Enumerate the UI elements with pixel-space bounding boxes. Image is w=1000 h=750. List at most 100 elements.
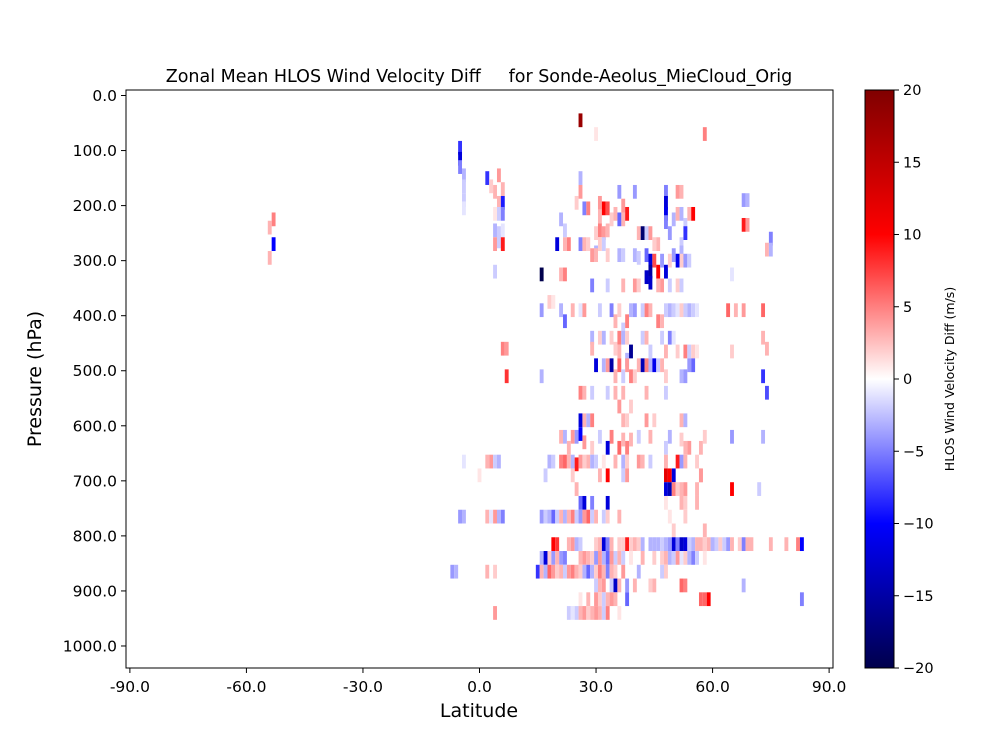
- heatmap-cell: [493, 454, 497, 469]
- heatmap-cell: [578, 413, 583, 428]
- heatmap-cell: [586, 201, 591, 216]
- heatmap-cell: [664, 495, 668, 510]
- heatmap-cell: [675, 278, 680, 293]
- heatmap-cell: [601, 537, 606, 552]
- heatmap-cell: [695, 303, 699, 318]
- heatmap-cell: [640, 226, 645, 240]
- heatmap-cell: [551, 454, 556, 469]
- heatmap-cell: [493, 564, 497, 579]
- colorbar-tick-label: 20: [903, 83, 921, 99]
- heatmap-cell: [691, 303, 696, 318]
- heatmap-cell: [454, 564, 459, 579]
- heatmap-cell: [547, 454, 552, 469]
- heatmap-cell: [730, 482, 734, 496]
- heatmap-cell: [617, 509, 622, 524]
- heatmap-cell: [563, 237, 567, 252]
- heatmap-cell: [601, 358, 606, 373]
- heatmap-cell: [664, 454, 668, 469]
- heatmap-cell: [695, 454, 699, 469]
- heatmap-cell: [687, 206, 692, 221]
- heatmap-cell: [640, 551, 645, 565]
- heatmap-cell: [667, 226, 672, 240]
- heatmap-cell: [582, 495, 587, 510]
- heatmap-cell: [574, 564, 579, 579]
- heatmap-cell: [730, 267, 734, 282]
- heatmap-cell: [675, 537, 680, 552]
- y-tick-label: 700.0: [73, 472, 117, 490]
- heatmap-cell: [687, 551, 692, 565]
- chart-title: Zonal Mean HLOS Wind Velocity Diff for S…: [166, 67, 793, 87]
- heatmap-cell: [671, 482, 676, 496]
- heatmap-cell: [656, 264, 661, 279]
- heatmap-cell: [768, 242, 773, 257]
- heatmap-cell: [462, 509, 466, 524]
- heatmap-cell: [644, 270, 649, 285]
- heatmap-cell: [667, 278, 672, 293]
- heatmap-cell: [632, 537, 637, 552]
- heatmap-cell: [683, 440, 688, 455]
- heatmap-cell: [609, 537, 614, 552]
- heatmap-cell: [566, 606, 571, 620]
- y-tick-label: 100.0: [73, 142, 117, 160]
- heatmap-cell: [559, 564, 564, 579]
- colorbar-tick-label: 5: [903, 300, 912, 316]
- heatmap-cell: [586, 237, 591, 252]
- heatmap-cell: [757, 482, 762, 496]
- heatmap-cell: [679, 551, 684, 565]
- heatmap-cell: [667, 303, 672, 318]
- heatmap-cell: [702, 551, 707, 565]
- heatmap-cell: [749, 537, 754, 552]
- heatmap-cell: [563, 267, 567, 282]
- heatmap-cell: [745, 193, 750, 207]
- heatmap-cell: [597, 429, 602, 444]
- heatmap-cell: [582, 435, 587, 450]
- heatmap-cell: [539, 564, 544, 579]
- heatmap-cell: [671, 303, 676, 318]
- heatmap-cell: [632, 278, 637, 293]
- heatmap-cell: [640, 454, 645, 469]
- heatmap-cell: [632, 369, 637, 384]
- heatmap-cell: [706, 537, 711, 552]
- colorbar-tick-label: 15: [903, 155, 921, 171]
- x-tick-label: -30.0: [343, 678, 383, 696]
- heatmap-cell: [679, 454, 684, 469]
- heatmap-cell: [605, 358, 610, 373]
- heatmap-cell: [664, 195, 668, 210]
- heatmap-cell: [563, 551, 567, 565]
- heatmap-cell: [664, 184, 668, 199]
- heatmap-cell: [702, 523, 707, 538]
- heatmap-cell: [559, 509, 564, 524]
- heatmap-cell: [675, 206, 680, 221]
- heatmap-cell: [559, 303, 564, 318]
- heatmap-cell: [574, 537, 579, 552]
- heatmap-cell: [566, 440, 571, 455]
- heatmap-cell: [656, 237, 661, 252]
- heatmap-cell: [644, 385, 649, 400]
- heatmap-cell: [578, 237, 583, 252]
- heatmap-cell: [621, 330, 626, 345]
- heatmap-cell: [683, 217, 688, 232]
- heatmap-cell: [679, 495, 684, 510]
- heatmap-cell: [613, 564, 618, 579]
- heatmap-cell: [636, 278, 641, 293]
- heatmap-cell: [609, 578, 614, 593]
- heatmap-cell: [271, 212, 276, 227]
- heatmap-cell: [597, 330, 602, 345]
- heatmap-cell: [555, 509, 560, 524]
- heatmap-cell: [601, 509, 606, 524]
- heatmap-cell: [613, 551, 618, 565]
- colorbar-tick-label: −10: [903, 517, 934, 533]
- heatmap-cell: [458, 509, 463, 524]
- heatmap-cell: [489, 179, 494, 194]
- heatmap-cell: [660, 537, 665, 552]
- heatmap-cell: [504, 341, 509, 356]
- heatmap-cell: [462, 179, 466, 194]
- heatmap-cell: [625, 537, 630, 552]
- heatmap-cell: [551, 537, 556, 552]
- heatmap-cell: [799, 592, 804, 607]
- heatmap-cell: [683, 253, 688, 268]
- heatmap-cell: [675, 253, 680, 268]
- heatmap-cell: [617, 184, 622, 199]
- heatmap-cell: [679, 413, 684, 428]
- heatmap-cell: [652, 413, 657, 428]
